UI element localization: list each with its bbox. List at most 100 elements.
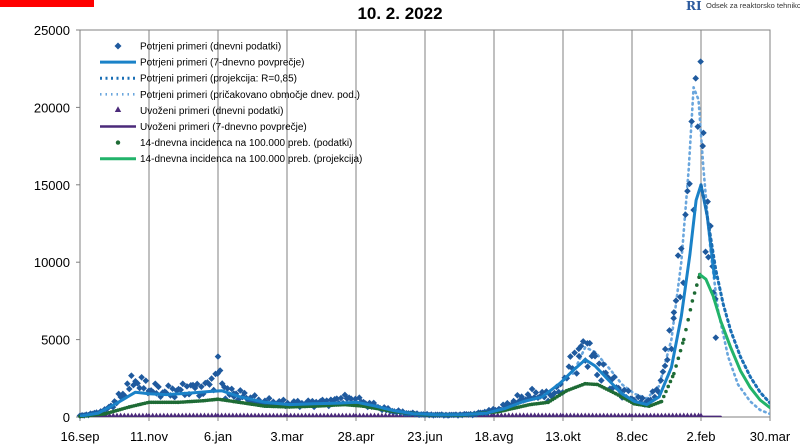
- confirmed-daily-marker: [699, 142, 707, 150]
- imported-daily-marker: [582, 412, 588, 417]
- confirmed-daily-marker: [586, 339, 594, 347]
- confirmed-daily-marker: [165, 382, 172, 390]
- imported-daily-marker: [547, 412, 552, 417]
- confirmed-daily-marker: [549, 394, 556, 401]
- incidence-data-dot: [678, 348, 683, 353]
- imported-daily-marker: [387, 412, 392, 417]
- imported-daily-marker: [629, 412, 635, 417]
- incidence-projection-line: [698, 273, 770, 410]
- imported-daily-marker: [194, 412, 200, 417]
- incidence-data-dot: [692, 291, 697, 295]
- confirmed-daily-marker: [290, 398, 298, 405]
- incidence-data-dot: [672, 371, 676, 376]
- imported-daily-marker: [372, 412, 377, 417]
- imported-daily-marker: [616, 412, 621, 417]
- imported-daily-marker: [325, 412, 330, 417]
- x-tick-label: 2.feb: [687, 429, 716, 444]
- confirmed-daily-marker: [704, 198, 711, 205]
- imported-daily-marker: [288, 412, 293, 417]
- confirmed-daily-marker: [577, 342, 585, 350]
- imported-daily-marker: [550, 412, 556, 417]
- projection-line: [699, 183, 770, 405]
- x-tick-label: 11.nov: [130, 429, 169, 444]
- confirmed-daily-marker: [237, 387, 244, 394]
- imported-daily-marker: [274, 412, 280, 417]
- imported-daily-marker: [205, 412, 211, 417]
- imported-daily-marker: [528, 412, 534, 417]
- confirmed-daily-marker: [149, 388, 157, 396]
- x-tick-label: 13.okt: [545, 429, 581, 444]
- imported-daily-marker: [226, 412, 232, 417]
- imported-daily-marker: [364, 412, 370, 417]
- confirmed-daily-marker: [199, 390, 207, 398]
- incidence-data-dot: [695, 283, 699, 287]
- imported-daily-marker: [136, 412, 142, 417]
- imported-daily-marker: [154, 412, 159, 417]
- confirmed-daily-marker: [700, 129, 707, 137]
- imported-daily-marker: [256, 412, 261, 417]
- incidence-data-dot: [670, 374, 675, 379]
- imported-daily-marker: [502, 412, 508, 417]
- legend-symbol-incidence-data: [115, 140, 121, 145]
- confirmed-daily-marker: [588, 352, 596, 360]
- imported-daily-marker: [343, 412, 349, 417]
- confirmed-daily-marker: [602, 369, 610, 377]
- imported-daily-marker: [633, 412, 638, 417]
- imported-daily-marker: [129, 412, 134, 417]
- confirmed-daily-marker: [692, 75, 700, 82]
- imported-daily-marker: [375, 412, 381, 417]
- imported-daily-marker: [568, 412, 573, 417]
- confirmed-daily-marker: [125, 385, 133, 393]
- confirmed-daily-marker: [705, 253, 712, 261]
- confirmed-daily-marker: [230, 393, 238, 400]
- imported-daily-marker: [670, 412, 675, 417]
- imported-daily-marker: [361, 412, 366, 417]
- incidence-data-dot: [659, 399, 664, 404]
- legend-label: Potrjeni primeri (dnevni podatki): [140, 42, 281, 53]
- confirmed-daily-marker: [543, 388, 550, 395]
- confirmed-daily-marker: [214, 370, 221, 377]
- imported-daily-marker: [237, 412, 243, 417]
- legend-label: Potrjeni primeri (7-dnevno povprečje): [140, 58, 305, 69]
- imported-daily-marker: [594, 412, 599, 417]
- imported-daily-marker: [601, 412, 606, 417]
- confirmed-daily-marker: [333, 395, 341, 402]
- incidence-data-dot: [688, 307, 693, 312]
- confirmed-daily-marker: [591, 352, 599, 360]
- confirmed-daily-marker: [625, 387, 632, 395]
- imported-daily-marker: [340, 412, 345, 417]
- confirmed-daily-marker: [323, 397, 330, 404]
- confirmed-daily-marker: [677, 245, 685, 252]
- imported-daily-marker: [332, 412, 338, 417]
- confirmed-daily-marker: [584, 363, 591, 370]
- x-tick-label: 6.jan: [204, 429, 232, 444]
- imported-daily-marker: [219, 412, 224, 417]
- imported-daily-marker: [125, 412, 131, 417]
- confirmed-daily-marker: [639, 394, 646, 402]
- incidence-data-dot: [681, 337, 686, 342]
- confirmed-daily-marker: [567, 353, 574, 360]
- imported-daily-marker: [571, 412, 577, 417]
- confirmed-daily-marker: [251, 392, 259, 399]
- incidence-data-dot: [666, 384, 671, 389]
- imported-daily-marker: [241, 412, 247, 417]
- imported-daily-marker: [295, 412, 301, 417]
- imported-daily-marker: [306, 412, 312, 417]
- confirmed-daily-marker: [524, 391, 532, 398]
- y-tick-label: 5000: [41, 333, 70, 348]
- confirmed-daily-marker: [593, 371, 601, 379]
- imported-daily-marker: [357, 412, 362, 417]
- incidence-data-dot: [686, 317, 690, 322]
- confirmed-daily-marker: [661, 362, 669, 370]
- legend-label: Uvoženi primeri (7-dnevno povprečje): [140, 122, 307, 133]
- imported-daily-marker: [107, 412, 112, 417]
- confirmed-daily-marker: [224, 385, 231, 392]
- confirmed-daily-marker: [672, 297, 680, 305]
- confirmed-daily-marker: [341, 391, 349, 399]
- confirmed-daily-marker: [183, 383, 191, 390]
- incidence-data-dot: [664, 389, 668, 394]
- logo-mark: RI: [686, 0, 702, 13]
- confirmed-daily-marker: [206, 381, 213, 388]
- imported-daily-marker: [284, 412, 290, 417]
- imported-daily-marker: [245, 412, 250, 417]
